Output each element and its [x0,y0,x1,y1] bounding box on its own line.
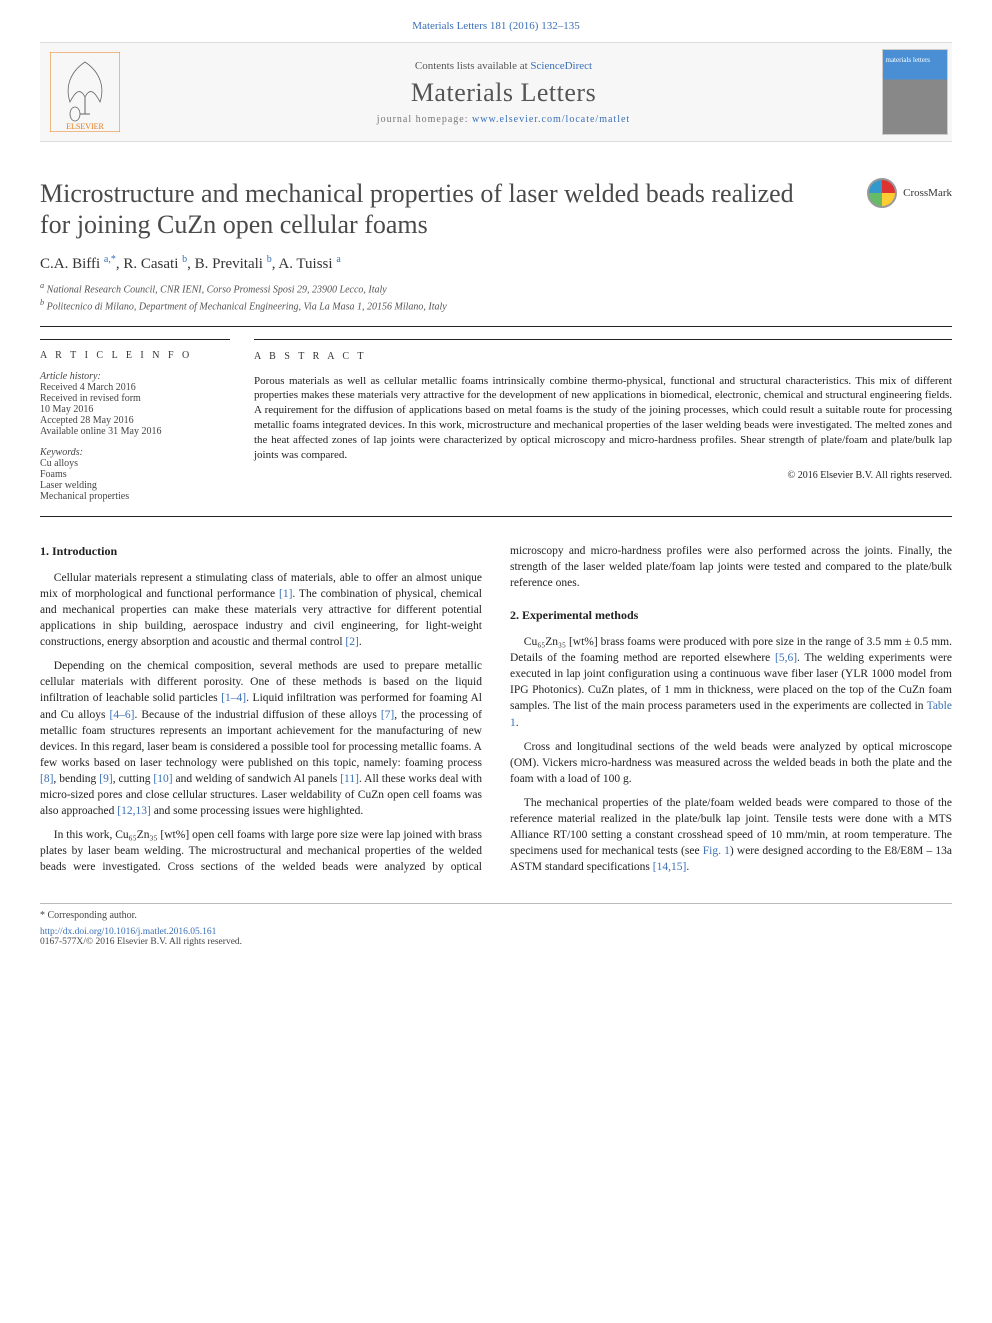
corresponding-author: * Corresponding author. [40,910,952,921]
history-line: Received in revised form [40,393,141,404]
sciencedirect-link[interactable]: ScienceDirect [530,60,592,72]
body-para: Depending on the chemical composition, s… [40,658,482,819]
keyword-item: Mechanical properties [40,491,129,502]
journal-header-band: ELSEVIER Contents lists available at Sci… [40,42,952,142]
section1-heading: 1. Introduction [40,543,482,560]
header-center: Contents lists available at ScienceDirec… [130,43,877,141]
abstract-col: A B S T R A C T Porous materials as well… [254,339,952,502]
history-line: Available online 31 May 2016 [40,426,161,437]
keyword-item: Cu alloys [40,458,78,469]
issn-line: 0167-577X/© 2016 Elsevier B.V. All right… [40,937,242,947]
affiliation-b: b Politecnico di Milano, Department of M… [40,298,952,312]
crossmark-icon [867,178,897,208]
keyword-item: Foams [40,469,67,480]
keywords-label: Keywords: [40,447,83,458]
abstract-text: Porous materials as well as cellular met… [254,374,952,463]
article-title: Microstructure and mechanical properties… [40,178,806,240]
journal-cover-box: materials letters [882,49,948,135]
contents-prefix: Contents lists available at [415,60,530,72]
history-label: Article history: [40,371,101,382]
doi-link[interactable]: http://dx.doi.org/10.1016/j.matlet.2016.… [40,927,216,937]
header-citation: Materials Letters 181 (2016) 132–135 [40,20,952,32]
keyword-item: Laser welding [40,480,97,491]
crossmark-badge[interactable]: CrossMark [867,178,952,208]
affiliation-a: a National Research Council, CNR IENI, C… [40,281,952,295]
section2-heading: 2. Experimental methods [510,607,952,624]
homepage-prefix: journal homepage: [377,114,472,125]
journal-cover: materials letters [877,43,952,141]
svg-text:ELSEVIER: ELSEVIER [66,122,104,131]
journal-title: Materials Letters [411,78,596,108]
body-columns: 1. Introduction Cellular materials repre… [40,543,952,879]
article-info-label: A R T I C L E I N F O [40,339,230,361]
authors-line: C.A. Biffi a,*, R. Casati b, B. Prevital… [40,254,952,273]
cover-label: materials letters [886,56,931,64]
footer-block: * Corresponding author. http://dx.doi.or… [40,903,952,947]
history-line: 10 May 2016 [40,404,93,415]
abstract-label: A B S T R A C T [254,339,952,364]
divider-top [40,326,952,327]
body-para: Cellular materials represent a stimulati… [40,570,482,650]
crossmark-label: CrossMark [903,187,952,199]
abstract-copyright: © 2016 Elsevier B.V. All rights reserved… [254,469,952,483]
article-info-col: A R T I C L E I N F O Article history: R… [40,339,230,502]
body-para: The mechanical properties of the plate/f… [510,795,952,875]
body-para: Cu₆₅Zn₃₅ [wt%] brass foams were produced… [510,634,952,731]
keywords-block: Keywords: Cu alloys Foams Laser welding … [40,447,230,502]
meta-abstract-row: A R T I C L E I N F O Article history: R… [40,339,952,517]
homepage-line: journal homepage: www.elsevier.com/locat… [377,114,630,125]
history-line: Received 4 March 2016 [40,382,136,393]
elsevier-tree-icon: ELSEVIER [50,52,120,132]
article-head: Microstructure and mechanical properties… [40,178,952,312]
homepage-link[interactable]: www.elsevier.com/locate/matlet [472,114,630,125]
history-line: Accepted 28 May 2016 [40,415,134,426]
header-citation-link[interactable]: Materials Letters 181 (2016) 132–135 [412,20,579,32]
elsevier-logo: ELSEVIER [40,43,130,141]
article-history: Article history: Received 4 March 2016 R… [40,371,230,437]
body-para: Cross and longitudinal sections of the w… [510,739,952,787]
contents-line: Contents lists available at ScienceDirec… [415,60,592,72]
